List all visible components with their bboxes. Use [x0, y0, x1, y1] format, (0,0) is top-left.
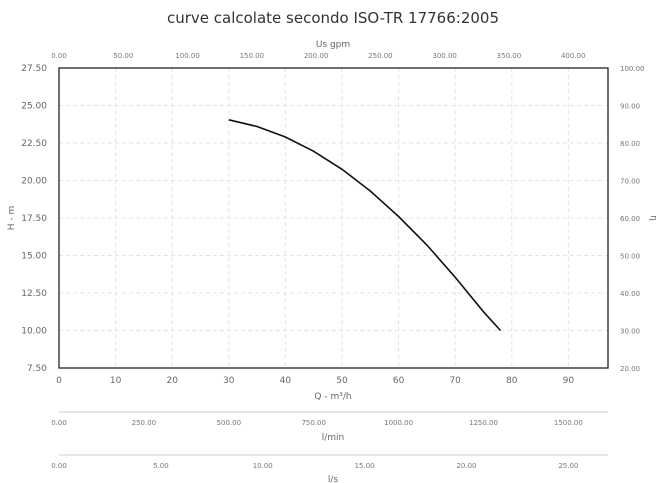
- y-tick-label: 20.00: [21, 177, 47, 187]
- y-tick-label: 17.50: [21, 214, 47, 224]
- secondary-axis-tick-label: 0.00: [51, 52, 67, 60]
- y-tick-label: 22.50: [21, 139, 47, 149]
- secondary-axis-tick-label: 100.00: [175, 52, 200, 60]
- plot-frame: [58, 67, 609, 369]
- secondary-axis-tick-label: 0.00: [51, 462, 67, 470]
- secondary-axis-tick-label: 300.00: [432, 52, 457, 60]
- secondary-axis-tick-label: 400.00: [561, 52, 586, 60]
- secondary-axis-tick-label: 15.00: [355, 462, 375, 470]
- x-tick-label: 90: [563, 376, 575, 386]
- y-tick-label: 15.00: [21, 252, 47, 262]
- chart-title: curve calcolate secondo ISO-TR 17766:200…: [167, 9, 499, 27]
- secondary-axis-tick-label: 0.00: [51, 419, 67, 427]
- secondary-axis-tick-label: 200.00: [304, 52, 329, 60]
- y2-tick-label: 90.00: [620, 103, 640, 111]
- x-axis-label: Q - m³/h: [314, 392, 351, 402]
- y-tick-label: 10.00: [21, 327, 47, 337]
- secondary-axis-tick-label: 50.00: [113, 52, 133, 60]
- secondary-axis-tick-label: 20.00: [456, 462, 476, 470]
- x-tick-label: 40: [280, 376, 292, 386]
- secondary-axis-tick-label: 1000.00: [384, 419, 413, 427]
- y2-tick-label: 40.00: [620, 290, 640, 298]
- x-tick-label: 30: [223, 376, 235, 386]
- x-tick-label: 50: [336, 376, 348, 386]
- secondary-axis-tick-label: 10.00: [253, 462, 273, 470]
- head-curve-line: [228, 119, 502, 332]
- secondary-axis-tick-label: 5.00: [153, 462, 169, 470]
- x-tick-label: 70: [449, 376, 461, 386]
- x-tick-label: 20: [166, 376, 178, 386]
- secondary-axis-tick-label: 500.00: [217, 419, 242, 427]
- x-tick-label: 10: [110, 376, 122, 386]
- grid: [59, 68, 608, 368]
- secondary-axis-tick-label: 350.00: [497, 52, 522, 60]
- y2-tick-label: 60.00: [620, 215, 640, 223]
- secondary-axis-tick-label: 25.00: [558, 462, 578, 470]
- y-axis-label: H - m: [7, 206, 17, 231]
- secondary-axis-tick-label: 1250.00: [469, 419, 498, 427]
- secondary-axis-tick-label: 250.00: [132, 419, 157, 427]
- y2-tick-label: 100.00: [620, 65, 645, 73]
- y2-tick-label: 70.00: [620, 178, 640, 186]
- secondary-axis-tick-label: 250.00: [368, 52, 393, 60]
- y2-tick-label: 20.00: [620, 365, 640, 373]
- lmin-axis-label: l/min: [322, 433, 345, 443]
- secondary-axis-tick-label: 150.00: [240, 52, 265, 60]
- y-tick-label: 25.00: [21, 102, 47, 112]
- tick-labels: 0 10 20 30 40 50 60 70 80 90 7.50 10.00 12.50 15.00 17…: [21, 52, 644, 470]
- y2-tick-label: 30.00: [620, 328, 640, 336]
- y2-tick-label: 50.00: [620, 253, 640, 261]
- top-axis-label: Us gpm: [316, 40, 350, 50]
- y-tick-label: 12.50: [21, 289, 47, 299]
- y2-tick-label: 80.00: [620, 140, 640, 148]
- x-tick-label: 60: [393, 376, 405, 386]
- y-tick-label: 27.50: [21, 64, 47, 74]
- ls-axis-label: l/s: [328, 475, 339, 483]
- y2-axis-label: η: [648, 215, 657, 221]
- x-tick-label: 0: [56, 376, 62, 386]
- secondary-axis-tick-label: 750.00: [301, 419, 326, 427]
- secondary-axis-tick-label: 1500.00: [554, 419, 583, 427]
- y-tick-label: 7.50: [27, 364, 47, 374]
- x-tick-label: 80: [506, 376, 518, 386]
